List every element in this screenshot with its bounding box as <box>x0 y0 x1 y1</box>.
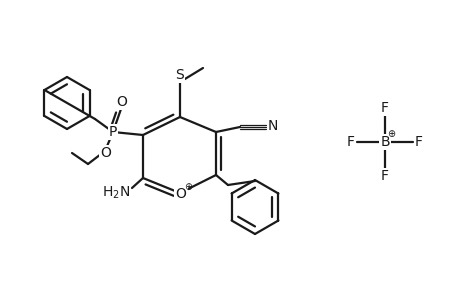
Text: F: F <box>380 169 388 183</box>
Text: O: O <box>101 146 111 160</box>
Text: $\oplus$: $\oplus$ <box>184 181 193 191</box>
Text: O: O <box>175 187 186 201</box>
Text: $\oplus$: $\oplus$ <box>386 128 396 139</box>
Text: B: B <box>379 135 389 149</box>
Text: P: P <box>109 125 117 139</box>
Text: H$_2$N: H$_2$N <box>102 185 130 201</box>
Text: N: N <box>267 119 278 133</box>
Text: F: F <box>346 135 354 149</box>
Text: F: F <box>380 101 388 115</box>
Text: S: S <box>175 68 184 82</box>
Text: O: O <box>116 95 127 109</box>
Text: F: F <box>414 135 422 149</box>
